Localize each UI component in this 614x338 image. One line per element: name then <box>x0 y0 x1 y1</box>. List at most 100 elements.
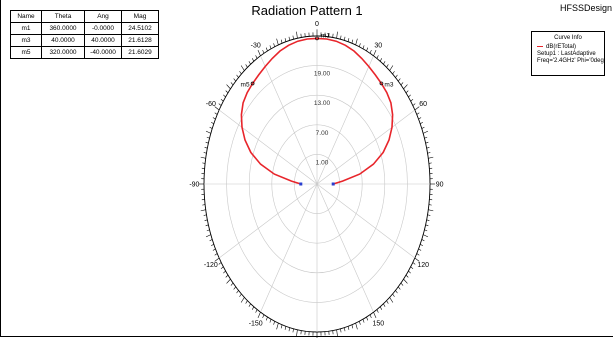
angle-tick <box>410 98 414 102</box>
angle-tick <box>205 234 211 238</box>
angle-tick <box>262 314 265 319</box>
angle-tick <box>214 257 220 262</box>
radial-tick-label: 7.00 <box>316 130 329 137</box>
angle-tick-label: -90 <box>189 182 199 189</box>
angle-tick <box>428 156 434 159</box>
angle-tick <box>424 136 428 139</box>
angle-tick-label: 90 <box>436 182 444 189</box>
angle-tick <box>389 297 394 303</box>
angle-tick <box>366 316 369 321</box>
legend-swatch <box>537 45 543 47</box>
angle-tick <box>257 312 261 319</box>
angle-tick <box>414 257 420 262</box>
angle-tick-label: 0 <box>315 21 319 28</box>
angle-tick <box>427 214 431 216</box>
angle-tick <box>412 262 416 265</box>
angle-tick <box>383 303 386 307</box>
chart-title: Radiation Pattern 1 <box>251 3 363 18</box>
angle-tick <box>230 82 234 86</box>
angle-tick <box>273 43 275 47</box>
angle-tick <box>276 322 279 330</box>
angle-tick <box>223 94 226 98</box>
angle-tick <box>245 64 248 68</box>
angle-tick <box>355 38 358 46</box>
angle-tick <box>269 45 272 49</box>
angle-tick <box>420 122 423 125</box>
angle-tick <box>386 300 389 304</box>
angle-tick <box>340 35 342 40</box>
angle-tick <box>203 214 207 216</box>
angle-tick <box>265 47 268 52</box>
cell-ang: -40.0000 <box>84 46 122 59</box>
angle-tick <box>376 309 379 313</box>
angle-tick <box>336 329 338 337</box>
angle-tick-label: -150 <box>249 321 263 328</box>
endpoint-point <box>299 182 303 186</box>
angle-tick <box>366 47 369 52</box>
radial-tick-label: 19.00 <box>314 71 331 78</box>
angle-tick <box>206 229 210 232</box>
angle-tick-label: 150 <box>372 321 384 328</box>
angle-tick <box>204 219 208 221</box>
marker-point <box>250 81 255 86</box>
angle-tick <box>269 319 272 323</box>
angle-tick <box>292 35 294 40</box>
cell-mag: 21.6029 <box>121 46 159 59</box>
angle-tick <box>369 49 372 54</box>
angle-tick <box>211 122 214 125</box>
angle-tick-label: 120 <box>417 262 429 269</box>
angle-tick <box>255 55 258 59</box>
angle-tick <box>373 49 377 56</box>
angle-tick <box>262 49 265 54</box>
angle-tick <box>203 152 207 154</box>
angle-tick-label: -60 <box>206 101 216 108</box>
angle-tick <box>206 136 210 139</box>
angle-tick <box>296 329 298 337</box>
angle-tick <box>220 98 224 102</box>
angle-tick <box>426 147 430 149</box>
angle-tick <box>209 239 213 242</box>
angle-tick <box>408 94 411 98</box>
grid-spoke <box>218 109 318 185</box>
angle-tick <box>351 324 354 329</box>
curve-info-legend: Curve Info dB(rETotal) Setup1 : LastAdap… <box>531 31 605 76</box>
angle-tick <box>398 286 401 290</box>
angle-tick <box>280 39 283 44</box>
angle-tick <box>218 103 222 106</box>
angle-tick <box>214 253 218 256</box>
angle-tick <box>427 152 431 154</box>
grid-spoke <box>218 183 318 259</box>
angle-tick <box>362 319 365 323</box>
angle-tick <box>400 82 404 86</box>
angle-tick <box>410 266 414 270</box>
angle-tick <box>424 229 428 232</box>
angle-tick <box>362 45 365 49</box>
angle-tick-label: 60 <box>419 101 427 108</box>
angle-tick <box>200 156 206 159</box>
angle-tick <box>296 31 298 39</box>
angle-tick <box>226 84 231 90</box>
cell-name: m5 <box>10 46 42 59</box>
angle-tick <box>403 84 408 90</box>
angle-tick <box>392 293 395 297</box>
angle-tick <box>359 321 361 325</box>
angle-tick <box>292 328 294 333</box>
angle-tick <box>344 327 346 332</box>
angle-tick <box>225 274 229 278</box>
angle-tick <box>426 219 430 221</box>
angle-tick <box>403 278 408 284</box>
angle-tick <box>223 270 226 274</box>
angle-tick <box>273 321 275 325</box>
table-row: m3 40.0000 40.0000 21.6128 <box>10 34 159 47</box>
angle-tick <box>257 49 261 56</box>
legend-entry: dB(rETotal) <box>532 44 604 51</box>
angle-tick <box>392 71 395 75</box>
angle-tick <box>239 293 242 297</box>
angle-tick <box>421 239 425 242</box>
angle-tick <box>389 65 394 71</box>
endpoint-point <box>331 182 335 186</box>
series-line <box>240 37 394 185</box>
angle-tick <box>423 130 429 134</box>
